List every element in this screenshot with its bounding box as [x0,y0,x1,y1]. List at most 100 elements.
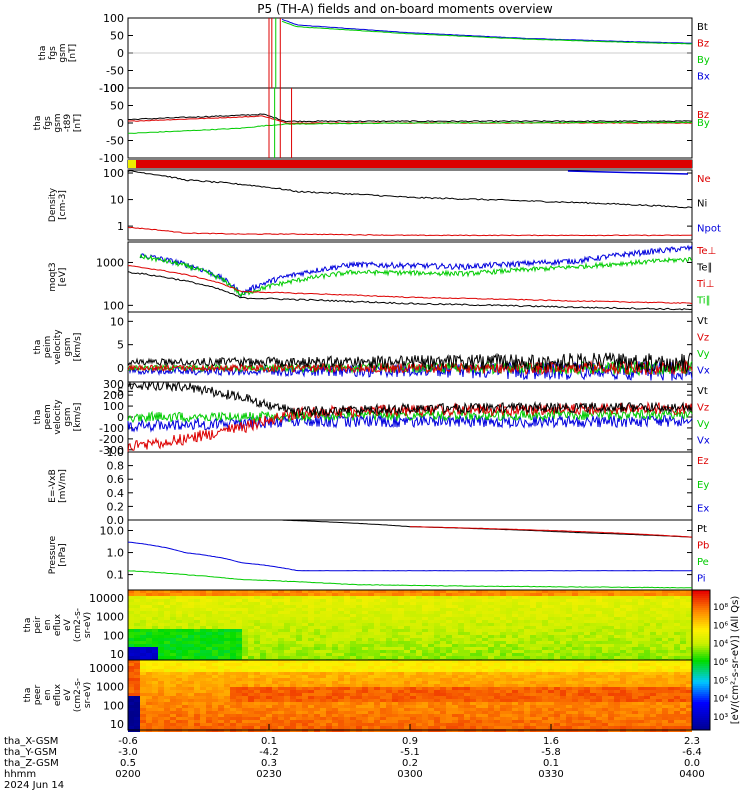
ion-spectrogram-cell [308,593,314,596]
electron-spectrogram-cell [188,714,194,717]
ion-spectrogram-cell [614,611,620,614]
electron-spectrogram-cell [182,723,188,726]
electron-spectrogram-cell [164,687,170,690]
electron-spectrogram-cell [224,675,230,678]
electron-spectrogram-cell [464,714,470,717]
electron-spectrogram-cell [662,726,668,729]
ion-spectrogram-cell [224,632,230,635]
ion-spectrogram-cell [662,602,668,605]
electron-spectrogram-cell [338,684,344,687]
y-axis-label: eV [63,618,73,631]
electron-spectrogram-cell [368,711,374,714]
ion-spectrogram-cell [350,617,356,620]
ion-spectrogram-cell [662,593,668,596]
electron-spectrogram-cell [566,714,572,717]
electron-spectrogram-cell [554,666,560,669]
ion-spectrogram-cell [608,602,614,605]
ion-spectrogram-cell [218,590,224,593]
ion-spectrogram-cell [590,656,596,659]
ion-spectrogram-cell [548,593,554,596]
electron-spectrogram-cell [596,690,602,693]
ion-spectrogram-cell [176,641,182,644]
electron-spectrogram-cell [140,714,146,717]
ion-spectrogram-cell [182,617,188,620]
electron-spectrogram-cell [596,660,602,663]
ion-spectrogram-cell [410,629,416,632]
electron-spectrogram-cell [152,708,158,711]
electron-spectrogram-cell [314,681,320,684]
ion-spectrogram-cell [374,656,380,659]
ion-spectrogram-cell [470,608,476,611]
electron-spectrogram-cell [566,702,572,705]
ion-spectrogram-cell [512,656,518,659]
electron-spectrogram-cell [134,708,140,711]
ion-spectrogram-cell [614,644,620,647]
electron-spectrogram-cell [212,699,218,702]
ion-spectrogram-cell [572,599,578,602]
ion-spectrogram-cell [560,632,566,635]
electron-spectrogram-cell [212,711,218,714]
ion-spectrogram-cell [296,629,302,632]
electron-spectrogram-cell [362,699,368,702]
ion-spectrogram-cell [620,638,626,641]
electron-spectrogram-cell [560,723,566,726]
electron-spectrogram-cell [446,663,452,666]
y-tick-label: 1000 [96,681,124,694]
electron-spectrogram-cell [146,717,152,720]
electron-spectrogram-cell [338,660,344,663]
ion-spectrogram-cell [668,590,674,593]
y-axis-label: velocity [53,329,63,365]
ion-spectrogram-cell [416,656,422,659]
ion-spectrogram-cell [236,635,242,638]
ion-spectrogram-cell [656,653,662,656]
electron-spectrogram-cell [344,717,350,720]
ion-spectrogram-cell [644,650,650,653]
electron-spectrogram-cell [608,663,614,666]
ion-spectrogram-cell [668,605,674,608]
electron-spectrogram-cell [194,696,200,699]
electron-spectrogram-cell [650,690,656,693]
electron-spectrogram-cell [602,690,608,693]
electron-spectrogram-cell [530,711,536,714]
ion-spectrogram-cell [260,623,266,626]
electron-spectrogram-cell [428,693,434,696]
electron-spectrogram-cell [218,726,224,729]
electron-spectrogram-cell [128,690,134,693]
ion-spectrogram-cell [644,596,650,599]
ion-spectrogram-cell [314,635,320,638]
electron-spectrogram-cell [602,675,608,678]
electron-spectrogram-cell [152,660,158,663]
ion-spectrogram-cell [614,617,620,620]
ion-spectrogram-cell [338,635,344,638]
electron-spectrogram-cell [392,669,398,672]
electron-spectrogram-cell [212,702,218,705]
electron-spectrogram-cell [572,675,578,678]
electron-spectrogram-cell [164,666,170,669]
electron-spectrogram-cell [332,723,338,726]
electron-spectrogram-cell [620,720,626,723]
ion-spectrogram-cell [374,626,380,629]
ion-spectrogram-cell [380,602,386,605]
ion-spectrogram-cell [632,656,638,659]
electron-spectrogram-cell [500,678,506,681]
electron-spectrogram-cell [242,714,248,717]
electron-spectrogram-cell [668,687,674,690]
electron-spectrogram-cell [332,690,338,693]
electron-spectrogram-cell [158,693,164,696]
electron-spectrogram-cell [662,660,668,663]
electron-spectrogram-cell [500,675,506,678]
ion-spectrogram-cell [158,599,164,602]
ion-spectrogram-cell [518,644,524,647]
electron-spectrogram-cell [452,666,458,669]
ion-spectrogram-cell [518,653,524,656]
ion-spectrogram-cell [632,605,638,608]
electron-spectrogram-cell [536,666,542,669]
electron-spectrogram-cell [632,711,638,714]
ion-spectrogram-cell [278,629,284,632]
ion-spectrogram-cell [686,593,692,596]
electron-spectrogram-cell [650,696,656,699]
ion-spectrogram-cell [416,626,422,629]
ion-spectrogram-cell [452,620,458,623]
electron-spectrogram-cell [596,717,602,720]
electron-spectrogram-cell [476,675,482,678]
